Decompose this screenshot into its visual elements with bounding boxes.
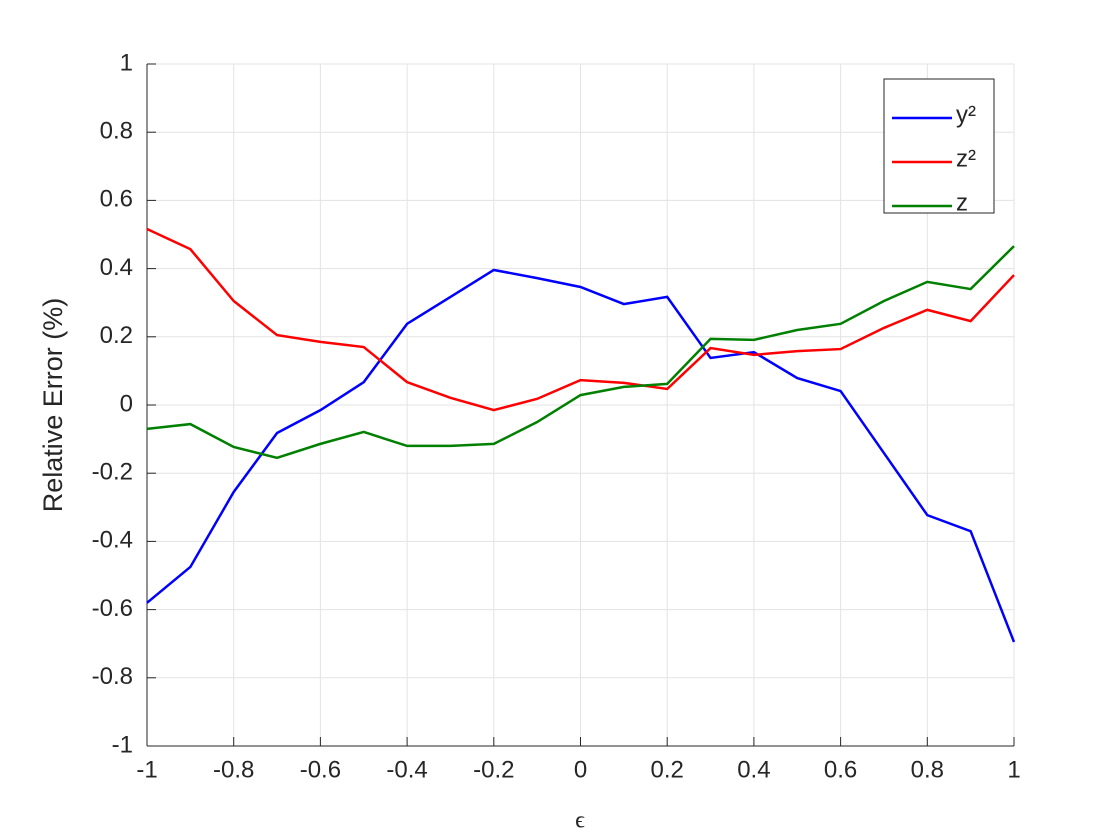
legend-box — [883, 78, 995, 214]
x-tick-label: 0.2 — [651, 756, 684, 783]
series-line — [146, 245, 1015, 460]
x-tick-label: 1 — [1007, 756, 1020, 783]
x-tick-label: 0.8 — [911, 756, 944, 783]
y-tick-label: -0.2 — [92, 459, 133, 486]
x-tick-label: -0.8 — [213, 756, 254, 783]
y-axis-label: Relative Error (%) — [38, 298, 68, 513]
x-tick-label: -0.2 — [473, 756, 514, 783]
y-tick-label: 0.6 — [100, 186, 133, 213]
legend-label: z — [956, 189, 968, 216]
legend-label: z² — [956, 145, 976, 172]
y-tick-label: 0.8 — [100, 118, 133, 145]
series-line — [146, 268, 1016, 643]
x-axis-label: ϵ — [575, 808, 585, 834]
y-tick-label: 0.2 — [100, 322, 133, 349]
y-tick-label: 0.4 — [100, 254, 133, 281]
series-line — [146, 227, 1015, 412]
x-tick-label: 0.4 — [737, 756, 770, 783]
y-tick-label: -0.4 — [92, 527, 133, 554]
legend-label: y² — [956, 101, 976, 128]
y-tick-label: -1 — [112, 731, 133, 758]
y-tick-label: -0.6 — [92, 595, 133, 622]
y-tick-label: 0 — [120, 390, 133, 417]
x-tick-label: 0.6 — [824, 756, 857, 783]
x-tick-label: -0.6 — [300, 756, 341, 783]
x-tick-label: -0.4 — [386, 756, 427, 783]
x-tick-label: -1 — [136, 756, 157, 783]
y-tick-label: -0.8 — [92, 663, 133, 690]
y-tick-label: 1 — [120, 49, 133, 76]
x-tick-label: 0 — [574, 756, 587, 783]
